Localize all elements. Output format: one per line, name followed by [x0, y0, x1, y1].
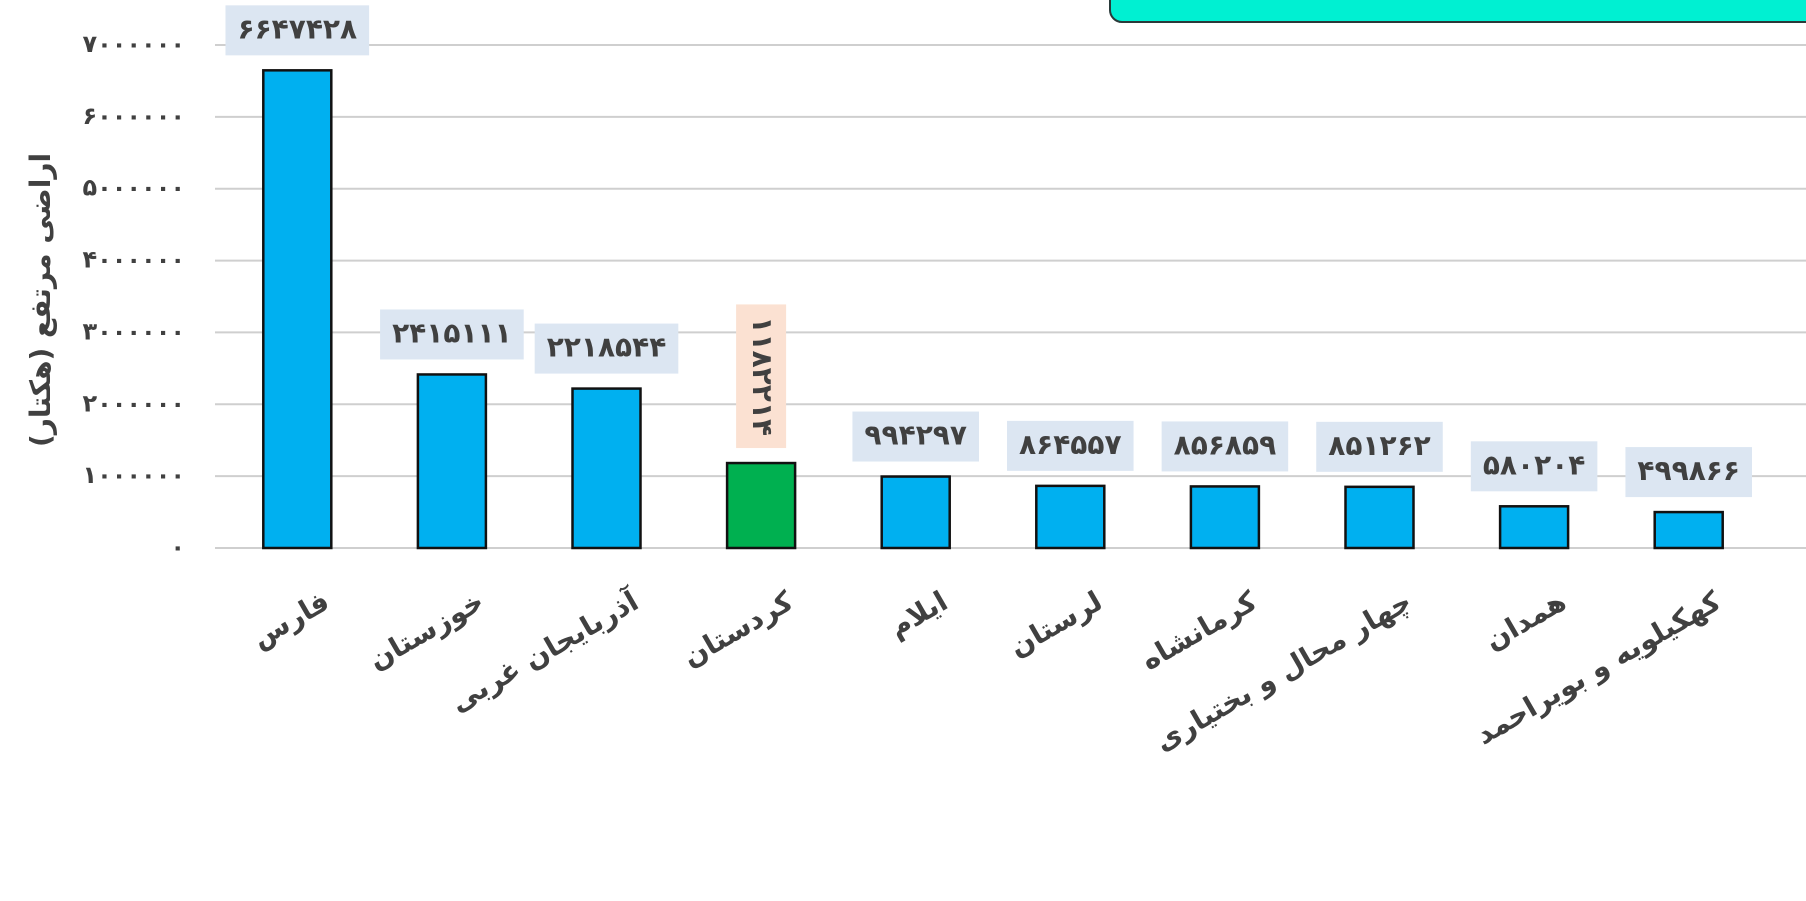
x-tick-label: ایلام: [883, 584, 953, 644]
value-label: ۲۴۱۵۱۱۱: [380, 309, 524, 360]
value-label: ۴۹۹۸۶۶: [1625, 447, 1752, 498]
value-label-bg: [1161, 421, 1289, 472]
value-label-text: ۸۵۶۸۵۹: [1174, 428, 1277, 461]
y-axis-label: اراضی مرتفع (هکتار): [24, 153, 57, 447]
bar: [880, 475, 951, 550]
value-label: ۱۱۸۲۲۱۴: [736, 304, 787, 449]
value-label: ۶۶۴۷۴۲۸: [225, 5, 370, 56]
value-label-bg: [1625, 447, 1752, 498]
bar: [262, 69, 333, 550]
value-label: ۵۸۰۲۰۴: [1470, 441, 1598, 492]
value-label-bg: [736, 304, 787, 449]
value-label-text: ۴۹۹۸۶۶: [1637, 454, 1740, 487]
x-tick-label: فارس: [246, 584, 335, 654]
value-label-text: ۵۸۰۲۰۴: [1483, 448, 1586, 481]
bar: [1653, 510, 1724, 550]
value-label: ۹۹۴۲۹۷: [852, 411, 979, 462]
bar: [725, 461, 797, 550]
bar: [1344, 485, 1415, 550]
x-tick-label: همدان: [1479, 584, 1572, 657]
x-tick-label: کردستان: [677, 584, 799, 674]
value-label: ۸۶۴۵۵۷: [1007, 420, 1134, 471]
value-label-text: ۸۶۴۵۵۷: [1019, 428, 1122, 461]
x-tick-label: لرستان: [1004, 584, 1108, 663]
y-tick-label: ۱۰۰۰۰۰۰: [82, 461, 185, 489]
header-box: [1109, 0, 1806, 23]
bar: [416, 373, 488, 550]
y-tick-label: ۰: [170, 533, 185, 561]
x-tick-label: کهکیلویه و بویراحمد: [1470, 584, 1727, 751]
value-label: ۸۵۶۸۵۹: [1161, 421, 1289, 472]
value-label-text: ۸۵۱۲۶۲: [1328, 429, 1431, 462]
x-tick-label: کرمانشاه: [1135, 584, 1263, 677]
bar: [1498, 505, 1570, 550]
value-label-bg: [225, 5, 370, 56]
value-label-text: ۲۴۱۵۱۱۱: [392, 316, 512, 349]
value-label-bg: [380, 309, 524, 360]
y-tick-label: ۵۰۰۰۰۰۰: [82, 174, 185, 202]
x-tick-label: چهار محال و بختیاری: [1149, 584, 1417, 758]
y-tick-label: ۳۰۰۰۰۰۰: [82, 317, 185, 345]
y-tick-label: ۲۰۰۰۰۰۰: [82, 389, 185, 417]
bar: [1189, 485, 1261, 550]
value-label-bg: [1470, 441, 1598, 492]
value-label-bg: [534, 323, 679, 374]
y-tick-label: ۷۰۰۰۰۰۰: [82, 30, 185, 58]
bar: [1035, 484, 1106, 550]
y-tick-label: ۶۰۰۰۰۰۰: [82, 102, 185, 130]
y-tick-label: ۴۰۰۰۰۰۰: [82, 246, 185, 274]
value-label-text: ۶۶۴۷۴۲۸: [237, 12, 357, 45]
x-tick-label: خوزستان: [363, 584, 490, 676]
value-label-bg: [1316, 421, 1443, 472]
value-label-text: ۱۱۸۲۲۱۴: [746, 316, 779, 436]
value-label-bg: [852, 411, 979, 462]
value-label-text: ۹۹۴۲۹۷: [864, 419, 967, 452]
value-label-bg: [1007, 420, 1134, 471]
value-label: ۲۲۱۸۵۴۴: [534, 323, 679, 374]
value-label: ۸۵۱۲۶۲: [1316, 421, 1443, 472]
bar: [571, 387, 642, 550]
value-label-text: ۲۲۱۸۵۴۴: [547, 331, 667, 364]
